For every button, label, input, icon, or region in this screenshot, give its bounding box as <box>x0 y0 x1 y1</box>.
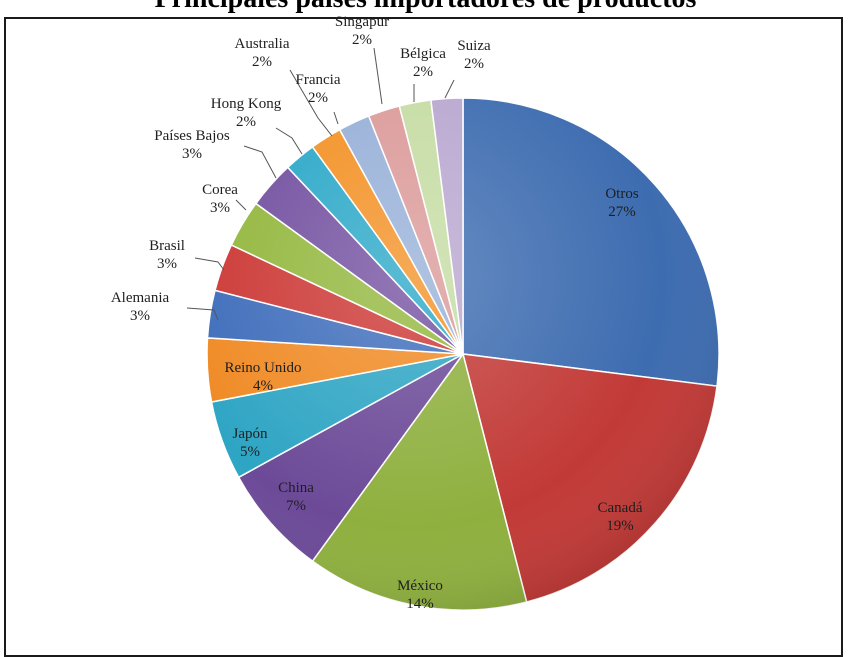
slice-label: Canadá 19% <box>598 500 643 534</box>
leader-line <box>243 145 277 179</box>
slice-label: Francia 2% <box>296 72 341 106</box>
slice-label: Singapur 2% <box>335 14 389 48</box>
pie-slice-otros <box>462 97 720 387</box>
pie-chart: Otros 27% Canadá 19% México 14% China 7% Japón 5%… <box>111 14 720 612</box>
slice-label: Países Bajos 3% <box>154 128 230 162</box>
slice-label: Hong Kong 2% <box>211 96 282 130</box>
slice-label: Corea 3% <box>202 182 238 216</box>
chart-title-clipped: Principales países importadores de produ… <box>0 0 851 18</box>
slice-label: Brasil 3% <box>149 238 185 272</box>
leader-line <box>444 79 455 99</box>
leader-line <box>235 199 247 211</box>
leader-line <box>275 127 303 155</box>
leader-line <box>289 69 333 137</box>
leader-line <box>186 307 219 321</box>
leader-line <box>194 257 225 271</box>
slice-label: México 14% <box>397 578 443 612</box>
leader-line <box>373 47 383 105</box>
leader-line <box>333 111 339 125</box>
slice-label: Reino Unido 4% <box>224 360 301 394</box>
slice-label: Alemania 3% <box>111 290 170 324</box>
slice-label: Bélgica 2% <box>400 46 446 80</box>
slice-label: Japón 5% <box>233 426 268 460</box>
slice-label: Australia 2% <box>235 36 290 70</box>
slice-label: China 7% <box>278 480 314 514</box>
slice-label: Suiza 2% <box>457 38 491 72</box>
slice-label: Otros 27% <box>605 186 638 220</box>
chart-title: Principales países importadores de produ… <box>0 0 851 15</box>
